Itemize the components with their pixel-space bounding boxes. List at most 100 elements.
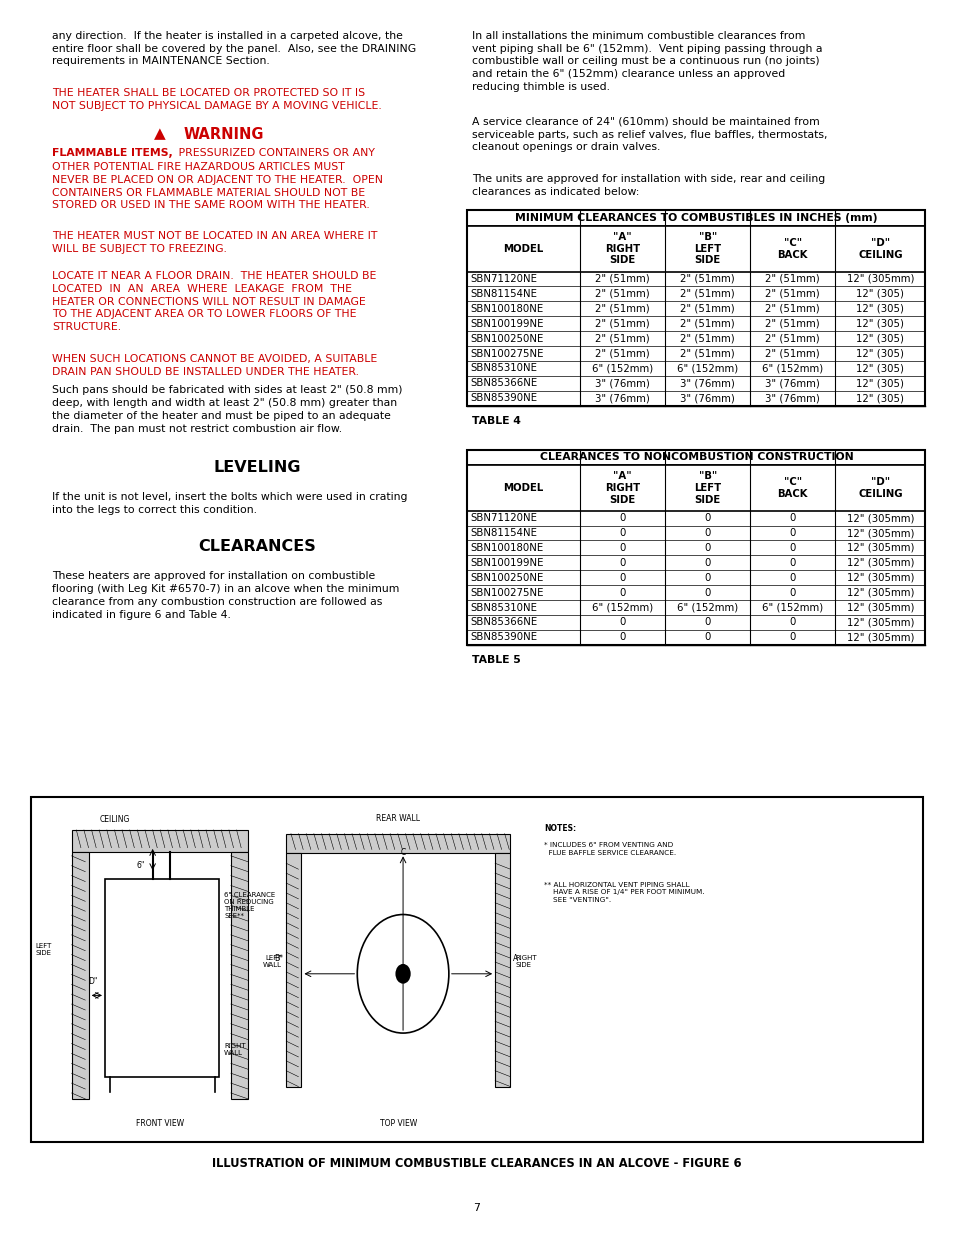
- Text: LOCATE IT NEAR A FLOOR DRAIN.  THE HEATER SHOULD BE
LOCATED  IN  AN  AREA  WHERE: LOCATE IT NEAR A FLOOR DRAIN. THE HEATER…: [52, 270, 376, 332]
- Text: WHEN SUCH LOCATIONS CANNOT BE AVOIDED, A SUITABLE
DRAIN PAN SHOULD BE INSTALLED : WHEN SUCH LOCATIONS CANNOT BE AVOIDED, A…: [52, 354, 377, 377]
- Text: In all installations the minimum combustible clearances from
vent piping shall b: In all installations the minimum combust…: [472, 31, 821, 93]
- Text: 3" (76mm): 3" (76mm): [764, 378, 820, 388]
- Text: THE HEATER SHALL BE LOCATED OR PROTECTED SO IT IS
NOT SUBJECT TO PHYSICAL DAMAGE: THE HEATER SHALL BE LOCATED OR PROTECTED…: [52, 89, 382, 111]
- Text: OTHER POTENTIAL FIRE HAZARDOUS ARTICLES MUST
NEVER BE PLACED ON OR ADJACENT TO T: OTHER POTENTIAL FIRE HAZARDOUS ARTICLES …: [52, 162, 383, 210]
- Text: 2" (51mm): 2" (51mm): [595, 274, 649, 284]
- Text: SBN100180NE: SBN100180NE: [470, 543, 543, 553]
- Text: 0: 0: [703, 632, 710, 642]
- Text: 3" (76mm): 3" (76mm): [595, 378, 649, 388]
- Text: REAR WALL: REAR WALL: [375, 814, 420, 823]
- Text: 12" (305mm): 12" (305mm): [845, 588, 913, 598]
- Text: "C"
BACK: "C" BACK: [777, 477, 807, 499]
- Text: 12" (305): 12" (305): [856, 333, 903, 343]
- Text: 7: 7: [473, 1203, 480, 1213]
- Bar: [495, 853, 510, 1087]
- Text: 2" (51mm): 2" (51mm): [764, 289, 820, 299]
- Text: "A"
RIGHT
SIDE: "A" RIGHT SIDE: [604, 472, 639, 505]
- Text: LEFT
SIDE: LEFT SIDE: [35, 942, 51, 956]
- Text: 12" (305): 12" (305): [856, 363, 903, 373]
- Text: 6" (152mm): 6" (152mm): [761, 603, 822, 613]
- Text: 3" (76mm): 3" (76mm): [764, 393, 820, 404]
- Text: 3" (76mm): 3" (76mm): [679, 378, 735, 388]
- Text: * INCLUDES 6" FROM VENTING AND
  FLUE BAFFLE SERVICE CLEARANCE.: * INCLUDES 6" FROM VENTING AND FLUE BAFF…: [543, 842, 675, 856]
- Text: D": D": [89, 977, 98, 986]
- Text: 12" (305mm): 12" (305mm): [845, 543, 913, 553]
- Text: B*: B*: [274, 955, 283, 963]
- Text: 0: 0: [789, 543, 795, 553]
- Text: MODEL: MODEL: [503, 243, 543, 253]
- Text: 12" (305mm): 12" (305mm): [845, 513, 913, 524]
- Text: 0: 0: [703, 618, 710, 627]
- Text: A service clearance of 24" (610mm) should be maintained from
serviceable parts, : A service clearance of 24" (610mm) shoul…: [472, 117, 827, 152]
- Text: 2" (51mm): 2" (51mm): [679, 289, 734, 299]
- Text: TABLE 4: TABLE 4: [472, 416, 520, 426]
- Text: 2" (51mm): 2" (51mm): [595, 289, 649, 299]
- Text: ▲: ▲: [153, 127, 166, 142]
- Text: These heaters are approved for installation on combustible
flooring (with Leg Ki: These heaters are approved for installat…: [52, 572, 399, 620]
- Text: 12" (305): 12" (305): [856, 304, 903, 314]
- Bar: [467, 210, 924, 226]
- Text: 0: 0: [618, 573, 625, 583]
- Text: ILLUSTRATION OF MINIMUM COMBUSTIBLE CLEARANCES IN AN ALCOVE - FIGURE 6: ILLUSTRATION OF MINIMUM COMBUSTIBLE CLEA…: [212, 1157, 741, 1171]
- Text: 0: 0: [618, 558, 625, 568]
- Text: CLEARANCES TO NONCOMBUSTION CONSTRUCTION: CLEARANCES TO NONCOMBUSTION CONSTRUCTION: [539, 452, 852, 462]
- Bar: [71, 830, 248, 852]
- Text: FLAMMABLE ITEMS,: FLAMMABLE ITEMS,: [52, 148, 173, 158]
- Text: "D"
CEILING: "D" CEILING: [857, 477, 902, 499]
- Text: SBN85390NE: SBN85390NE: [470, 393, 537, 404]
- Bar: [30, 797, 923, 1142]
- Text: 12" (305): 12" (305): [856, 319, 903, 329]
- Text: SBN100199NE: SBN100199NE: [470, 558, 543, 568]
- Text: The units are approved for installation with side, rear and ceiling
clearances a: The units are approved for installation …: [472, 174, 824, 196]
- Text: 2" (51mm): 2" (51mm): [595, 304, 649, 314]
- Text: 0: 0: [789, 573, 795, 583]
- Text: 3" (76mm): 3" (76mm): [595, 393, 649, 404]
- Text: 3" (76mm): 3" (76mm): [679, 393, 735, 404]
- Bar: [467, 450, 924, 466]
- Text: 2" (51mm): 2" (51mm): [764, 274, 820, 284]
- Bar: [286, 834, 510, 853]
- Text: 12" (305mm): 12" (305mm): [845, 529, 913, 538]
- Text: 0: 0: [789, 513, 795, 524]
- Text: SBN85310NE: SBN85310NE: [470, 603, 537, 613]
- Text: 0: 0: [703, 543, 710, 553]
- Text: 2" (51mm): 2" (51mm): [679, 304, 734, 314]
- Text: 0: 0: [618, 529, 625, 538]
- Text: 0: 0: [703, 573, 710, 583]
- Text: 2" (51mm): 2" (51mm): [679, 319, 734, 329]
- Text: SBN85366NE: SBN85366NE: [470, 378, 537, 388]
- Text: 12" (305mm): 12" (305mm): [845, 632, 913, 642]
- Bar: [467, 226, 924, 272]
- Text: 12" (305): 12" (305): [856, 348, 903, 358]
- Text: 6" (152mm): 6" (152mm): [591, 363, 653, 373]
- Text: "B"
LEFT
SIDE: "B" LEFT SIDE: [694, 472, 720, 505]
- Text: SBN81154NE: SBN81154NE: [470, 289, 537, 299]
- Text: 12" (305mm): 12" (305mm): [845, 618, 913, 627]
- Text: MINIMUM CLEARANCES TO COMBUSTIBLES IN INCHES (mm): MINIMUM CLEARANCES TO COMBUSTIBLES IN IN…: [515, 214, 877, 224]
- Text: 0: 0: [789, 558, 795, 568]
- Text: "D"
CEILING: "D" CEILING: [857, 238, 902, 259]
- Text: 0: 0: [789, 588, 795, 598]
- Text: 0: 0: [703, 513, 710, 524]
- Text: SBN100250NE: SBN100250NE: [470, 333, 543, 343]
- Text: 2" (51mm): 2" (51mm): [679, 348, 734, 358]
- Text: 6" (152mm): 6" (152mm): [761, 363, 822, 373]
- Text: CLEARANCES: CLEARANCES: [198, 538, 316, 553]
- Text: SBN71120NE: SBN71120NE: [470, 513, 537, 524]
- Text: 12" (305): 12" (305): [856, 289, 903, 299]
- Text: 0: 0: [703, 529, 710, 538]
- Text: 2" (51mm): 2" (51mm): [764, 319, 820, 329]
- Text: SBN81154NE: SBN81154NE: [470, 529, 537, 538]
- Text: TABLE 5: TABLE 5: [472, 655, 520, 664]
- Text: 0: 0: [618, 618, 625, 627]
- Text: SBN85390NE: SBN85390NE: [470, 632, 537, 642]
- Text: 2" (51mm): 2" (51mm): [679, 274, 734, 284]
- Text: MODEL: MODEL: [503, 483, 543, 493]
- Text: SBN85366NE: SBN85366NE: [470, 618, 537, 627]
- Text: 12" (305): 12" (305): [856, 378, 903, 388]
- Text: 12" (305mm): 12" (305mm): [845, 558, 913, 568]
- Text: "A"
RIGHT
SIDE: "A" RIGHT SIDE: [604, 232, 639, 266]
- Bar: [467, 450, 924, 645]
- Text: 12" (305mm): 12" (305mm): [845, 274, 913, 284]
- Text: 6": 6": [136, 861, 145, 871]
